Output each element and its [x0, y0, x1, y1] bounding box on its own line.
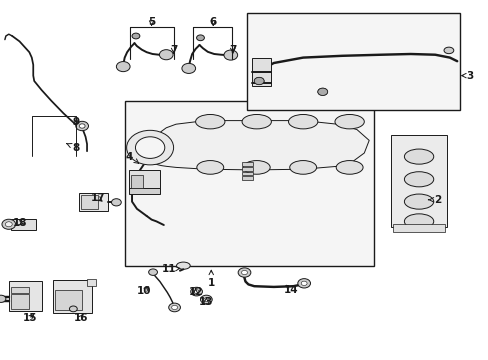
- Text: 16: 16: [73, 312, 88, 323]
- Ellipse shape: [288, 114, 317, 129]
- Ellipse shape: [196, 161, 223, 174]
- Polygon shape: [144, 121, 368, 170]
- Bar: [79, 193, 107, 211]
- Text: 11: 11: [161, 264, 180, 274]
- Text: 18: 18: [13, 218, 28, 228]
- Circle shape: [301, 281, 306, 285]
- Circle shape: [190, 287, 202, 296]
- Text: 14: 14: [283, 285, 298, 295]
- Circle shape: [2, 219, 16, 229]
- Ellipse shape: [242, 114, 271, 129]
- Circle shape: [194, 290, 199, 293]
- Ellipse shape: [243, 161, 269, 174]
- Bar: [128, 188, 160, 194]
- Circle shape: [297, 279, 310, 288]
- Circle shape: [0, 295, 6, 302]
- Circle shape: [79, 124, 85, 128]
- Bar: [242, 162, 252, 166]
- Bar: [131, 175, 143, 188]
- Circle shape: [159, 50, 173, 60]
- Text: 7: 7: [228, 45, 236, 55]
- Ellipse shape: [317, 88, 327, 95]
- Bar: [11, 287, 29, 293]
- Ellipse shape: [443, 47, 453, 54]
- Bar: [9, 281, 42, 311]
- Text: 12: 12: [188, 287, 203, 297]
- Circle shape: [317, 88, 327, 95]
- Circle shape: [76, 121, 88, 131]
- Bar: [55, 290, 81, 310]
- Bar: [124, 101, 373, 266]
- Circle shape: [5, 222, 12, 227]
- Bar: [390, 135, 447, 227]
- Bar: [242, 167, 252, 171]
- Circle shape: [182, 63, 195, 73]
- Circle shape: [200, 295, 212, 304]
- Text: 1: 1: [207, 270, 214, 288]
- Circle shape: [69, 306, 77, 312]
- Text: 13: 13: [199, 297, 213, 307]
- Text: 15: 15: [23, 312, 38, 323]
- Circle shape: [254, 77, 264, 85]
- Ellipse shape: [404, 194, 433, 209]
- Text: 17: 17: [90, 193, 105, 203]
- Bar: [53, 280, 92, 313]
- Text: 8: 8: [66, 143, 79, 153]
- Circle shape: [132, 33, 140, 39]
- Circle shape: [168, 303, 180, 312]
- Text: 7: 7: [169, 45, 177, 55]
- Ellipse shape: [289, 161, 316, 174]
- Ellipse shape: [336, 161, 362, 174]
- Bar: [128, 170, 160, 189]
- Ellipse shape: [195, 114, 224, 129]
- Circle shape: [238, 268, 250, 277]
- Bar: [251, 58, 271, 86]
- Bar: [392, 224, 445, 232]
- Text: 4: 4: [125, 152, 139, 163]
- Ellipse shape: [334, 114, 364, 129]
- Bar: [81, 195, 98, 209]
- Text: 10: 10: [137, 286, 151, 296]
- Circle shape: [203, 298, 208, 301]
- Circle shape: [135, 137, 164, 158]
- Circle shape: [116, 62, 130, 72]
- Circle shape: [171, 305, 177, 310]
- Text: 9: 9: [72, 117, 79, 127]
- Circle shape: [241, 270, 247, 275]
- Ellipse shape: [254, 77, 264, 85]
- Bar: [242, 176, 252, 180]
- Circle shape: [148, 269, 157, 275]
- Bar: [242, 172, 252, 175]
- Circle shape: [111, 199, 121, 206]
- Bar: [11, 294, 29, 309]
- Text: 3: 3: [461, 71, 472, 81]
- Circle shape: [224, 50, 237, 60]
- Bar: [11, 219, 36, 230]
- Text: 2: 2: [427, 195, 440, 205]
- Circle shape: [196, 35, 204, 41]
- Text: 5: 5: [148, 17, 155, 27]
- Ellipse shape: [404, 149, 433, 164]
- Circle shape: [126, 130, 173, 165]
- Ellipse shape: [404, 214, 433, 229]
- Bar: [87, 279, 96, 286]
- Ellipse shape: [404, 172, 433, 187]
- Text: 6: 6: [209, 17, 216, 27]
- Bar: [246, 13, 459, 110]
- Ellipse shape: [176, 262, 190, 269]
